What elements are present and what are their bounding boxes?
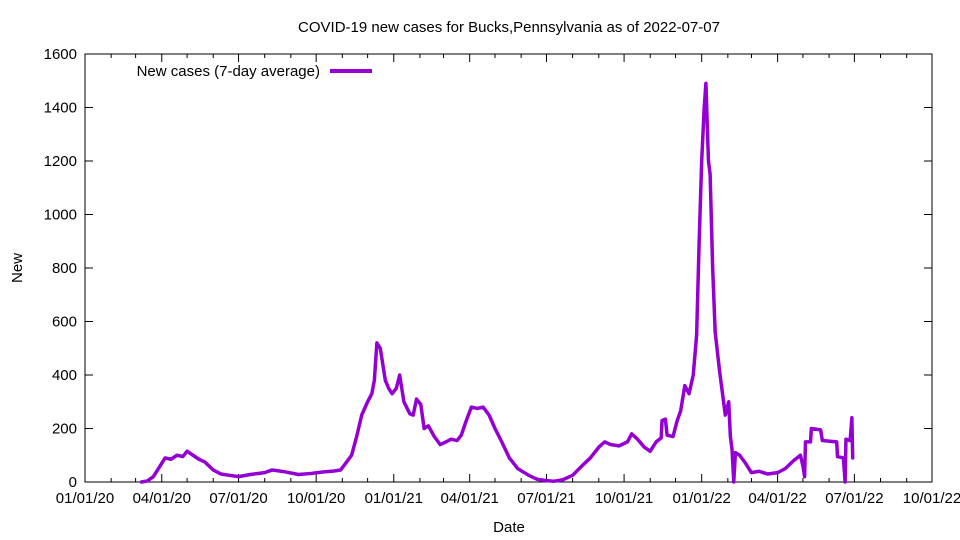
y-tick-label: 1600: [44, 46, 77, 63]
x-tick-label: 01/01/20: [56, 490, 114, 507]
legend-label: New cases (7-day average): [137, 63, 320, 80]
x-tick-label: 07/01/20: [209, 490, 267, 507]
y-tick-label: 800: [52, 260, 77, 277]
x-tick-label: 04/01/21: [440, 490, 498, 507]
x-axis-label: Date: [493, 519, 525, 536]
series-line: [139, 81, 855, 484]
legend: New cases (7-day average): [137, 63, 372, 80]
x-tick-label: 10/01/22: [903, 490, 960, 507]
y-tick-label: 400: [52, 367, 77, 384]
y-tick-label: 1200: [44, 153, 77, 170]
x-axis: 01/01/20 04/01/20 07/01/20 10/01/20 01/01/21…: [56, 54, 960, 507]
x-tick-label: 01/01/21: [365, 490, 423, 507]
y-tick-label: 200: [52, 421, 77, 438]
y-axis: 0 200 400 600 800 1000 1200 1400 1600: [44, 46, 932, 491]
x-tick-label: 10/01/21: [595, 490, 653, 507]
y-tick-label: 0: [69, 474, 77, 491]
x-tick-label: 10/01/20: [287, 490, 345, 507]
x-tick-label: 07/01/21: [517, 490, 575, 507]
y-tick-label: 1000: [44, 207, 77, 224]
series-layer: [139, 81, 855, 484]
y-tick-label: 1400: [44, 100, 77, 117]
y-axis-label: New: [9, 253, 26, 283]
chart-title: COVID-19 new cases for Bucks,Pennsylvani…: [298, 19, 720, 36]
x-tick-label: 01/01/22: [672, 490, 730, 507]
y-tick-label: 600: [52, 314, 77, 331]
x-tick-label: 07/01/22: [825, 490, 883, 507]
x-tick-label: 04/01/20: [133, 490, 191, 507]
x-tick-label: 04/01/22: [748, 490, 806, 507]
